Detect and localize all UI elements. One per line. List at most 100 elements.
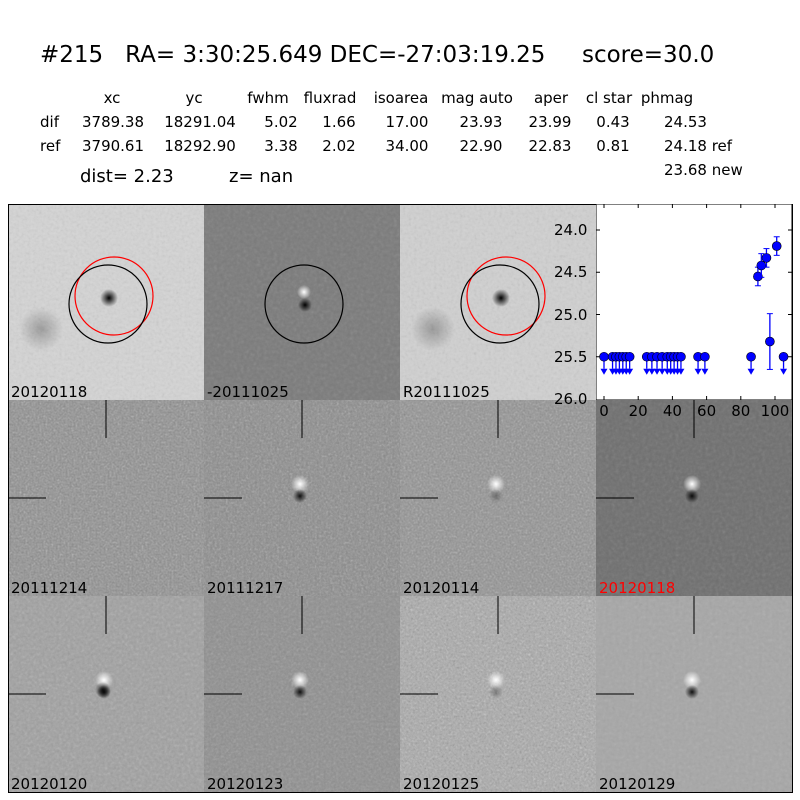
stamp-label: -20111025 <box>207 383 289 400</box>
table-cell: 3789.38 <box>81 113 145 131</box>
z-value: z= nan <box>229 166 294 187</box>
table-cell: 17.00 <box>385 113 429 131</box>
stamp-image <box>596 400 792 596</box>
table-cell: 23.93 <box>459 113 503 131</box>
image-stamp[interactable]: 20120114 <box>400 400 596 596</box>
table-cell: 3.38 <box>264 137 298 155</box>
stamp-image <box>204 596 400 792</box>
stamp-label: 20111214 <box>11 579 88 596</box>
image-stamp[interactable]: 20120118 <box>8 204 204 400</box>
y-tick-label: 24.5 <box>554 263 588 282</box>
x-tick-label: 0 <box>599 402 609 420</box>
column-header: cl star <box>585 89 633 107</box>
image-stamp[interactable]: 20120125 <box>400 596 596 792</box>
upper-limit-point <box>624 351 635 362</box>
x-tick-label: 80 <box>731 402 751 420</box>
upper-limit-arrowhead <box>747 368 755 375</box>
stamp-image <box>8 400 204 596</box>
stamp-label: 20120125 <box>403 775 480 792</box>
page-title: #215 RA= 3:30:25.649 DEC=-27:03:19.25 sc… <box>40 42 714 68</box>
upper-limit-point <box>599 351 609 362</box>
upper-limit-point <box>700 351 710 362</box>
stamp-label: 20120118 <box>599 579 676 596</box>
stamp-image <box>596 596 792 792</box>
stamp-image <box>204 400 400 596</box>
stamp-image <box>400 596 596 792</box>
stamp-image <box>400 204 596 400</box>
y-tick-label: 24.0 <box>554 221 588 239</box>
x-tick-label: 100 <box>760 402 790 420</box>
dec: DEC=-27:03:19.25 <box>329 42 546 68</box>
y-tick-label: 25.5 <box>554 347 588 366</box>
table-cell: 1.66 <box>322 113 356 131</box>
stamp-label: 20120118 <box>11 383 88 400</box>
table-cell: 2.02 <box>322 137 356 155</box>
y-tick-label: 25.0 <box>554 305 588 324</box>
upper-limit-arrowhead <box>701 368 709 375</box>
image-stamp[interactable]: 20120118 <box>596 400 792 596</box>
candidate-id: #215 <box>40 42 104 68</box>
upper-limit-arrowhead <box>648 368 656 375</box>
upper-limit-point <box>778 351 789 362</box>
stamp-image <box>8 204 204 400</box>
data-point <box>765 336 775 347</box>
column-header: fluxrad <box>303 89 357 107</box>
table-cell: 23.99 <box>528 113 572 131</box>
x-tick-label: 40 <box>662 402 682 420</box>
data-point <box>756 260 767 271</box>
image-stamp[interactable]: 20120123 <box>204 596 400 792</box>
image-stamp[interactable]: -20111025 <box>204 204 400 400</box>
table-cell: 5.02 <box>264 113 298 131</box>
image-stamp[interactable]: R20111025 <box>400 204 596 400</box>
column-header: yc <box>185 89 203 107</box>
stamp-image <box>204 204 400 400</box>
table-cell: 22.83 <box>528 137 572 155</box>
stamp-label: R20111025 <box>403 383 490 400</box>
column-header: phmag <box>640 89 694 107</box>
column-header: isoarea <box>373 89 429 107</box>
upper-limit-arrowhead <box>780 368 788 375</box>
upper-limit-arrowhead <box>677 368 685 375</box>
upper-limit-arrowhead <box>600 368 608 375</box>
stamp-image <box>400 400 596 596</box>
table-cell: 0.81 <box>596 137 630 155</box>
stamp-image <box>8 596 204 792</box>
upper-limit-arrowhead <box>653 368 661 375</box>
row-label: dif <box>40 113 59 131</box>
upper-limit-arrowhead <box>694 368 702 375</box>
column-header: xc <box>103 89 121 107</box>
column-header: mag auto <box>441 89 513 107</box>
table-cell: 24.18 ref <box>664 137 733 155</box>
column-header: fwhm <box>247 89 289 107</box>
table-cell: 34.00 <box>385 137 429 155</box>
stamp-label: 20120120 <box>11 775 88 792</box>
x-tick-label: 60 <box>697 402 717 420</box>
upper-limit-arrowhead <box>658 368 666 375</box>
phmag-new: 23.68 new <box>664 161 743 179</box>
image-stamp[interactable]: 20111217 <box>204 400 400 596</box>
row-label: ref <box>40 137 61 155</box>
x-tick-label: 20 <box>628 402 648 420</box>
y-tick-label: 26.0 <box>554 390 588 408</box>
upper-limit-arrowhead <box>643 368 651 375</box>
image-stamp[interactable]: 20120120 <box>8 596 204 792</box>
table-cell: 18292.90 <box>164 137 236 155</box>
upper-limit-point <box>746 351 756 362</box>
table-cell: 3790.61 <box>81 137 145 155</box>
data-point <box>761 253 772 263</box>
stamp-label: 20120129 <box>599 775 676 792</box>
table-cell: 0.43 <box>596 113 630 131</box>
stamp-label: 20111217 <box>207 579 284 596</box>
upper-limit-arrowhead <box>626 368 634 375</box>
table-cell: 24.53 <box>664 113 707 131</box>
data-point <box>771 241 782 251</box>
dist: dist= 2.23 <box>80 166 174 187</box>
stamp-label: 20120123 <box>207 775 284 792</box>
column-header: aper <box>533 89 569 107</box>
ra: RA= 3:30:25.649 <box>125 42 323 68</box>
image-stamp[interactable]: 20111214 <box>8 400 204 596</box>
score: score=30.0 <box>581 42 715 68</box>
image-stamp[interactable]: 20120129 <box>596 596 792 792</box>
data-point <box>753 271 763 282</box>
